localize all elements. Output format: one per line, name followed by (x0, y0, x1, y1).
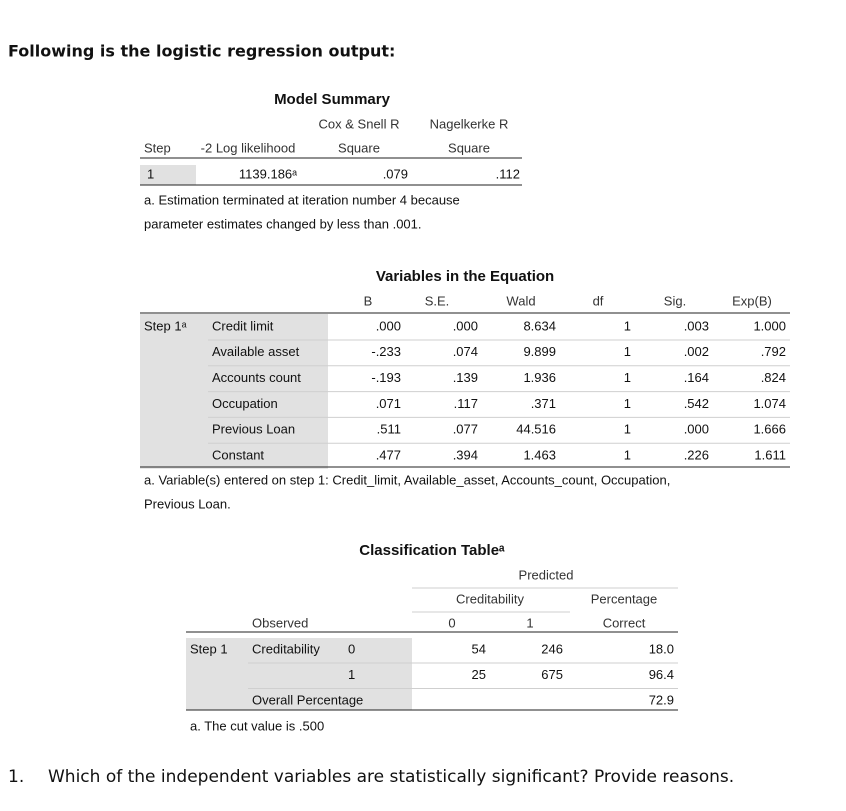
cell: .002 (684, 344, 709, 359)
column-header: 0 (448, 615, 455, 630)
row-label: Accounts count (212, 370, 301, 385)
footnote: parameter estimates changed by less than… (144, 216, 422, 231)
cell: .000 (376, 318, 401, 333)
cell: .079 (383, 166, 408, 181)
cell: 1.463 (523, 447, 556, 462)
footnote: Previous Loan. (144, 496, 231, 511)
cell: 72.9 (649, 692, 674, 707)
column-header: Percentage (591, 591, 658, 606)
cell: 9.899 (523, 344, 556, 359)
column-header: Cox & Snell R (319, 116, 400, 131)
cell: 54 (472, 641, 486, 656)
cell: .074 (453, 344, 478, 359)
row-header: Step 1 (190, 641, 228, 656)
cell: .071 (376, 396, 401, 411)
cell: .542 (684, 396, 709, 411)
row-label: Occupation (212, 396, 278, 411)
cell: .077 (453, 422, 478, 437)
cell: .117 (454, 396, 478, 411)
cell: .824 (761, 370, 786, 385)
cell: 25 (472, 667, 486, 682)
cell: 1 (624, 344, 631, 359)
cell: 1 (624, 422, 631, 437)
cell: 1 (624, 370, 631, 385)
table-title: Classification Tableᵃ (359, 542, 505, 559)
cell: .000 (453, 318, 478, 333)
cell: 1 (147, 166, 154, 181)
cell: .000 (684, 422, 709, 437)
footnote: a. Estimation terminated at iteration nu… (144, 192, 460, 207)
cell: 1.000 (753, 318, 786, 333)
column-header: Observed (252, 615, 308, 630)
table-title: Variables in the Equation (376, 268, 554, 285)
row-label: 1 (348, 667, 355, 682)
question-number: 1. (8, 767, 24, 787)
row-label: Previous Loan (212, 422, 295, 437)
column-header: Square (338, 140, 380, 155)
column-header: Exp(B) (732, 293, 772, 308)
column-header: 1 (526, 615, 533, 630)
cell: .477 (376, 447, 401, 462)
cell: 1.666 (753, 422, 786, 437)
cell: 96.4 (649, 667, 674, 682)
column-header: Correct (603, 615, 646, 630)
cell: 246 (541, 641, 563, 656)
table-title: Model Summary (274, 91, 391, 108)
column-header: Sig. (664, 293, 686, 308)
cell: 1 (624, 447, 631, 462)
cell: .371 (531, 396, 556, 411)
column-header: df (593, 293, 604, 308)
footnote: a. Variable(s) entered on step 1: Credit… (144, 472, 670, 487)
cell: .003 (684, 318, 709, 333)
cell: 1 (624, 396, 631, 411)
cell: .394 (453, 447, 478, 462)
cell: 1.074 (753, 396, 786, 411)
column-header: Square (448, 140, 490, 155)
cell: .164 (684, 370, 709, 385)
cell: .226 (684, 447, 709, 462)
cell: .139 (453, 370, 478, 385)
cell: -.193 (371, 370, 401, 385)
cell: 18.0 (649, 641, 674, 656)
question-text: Which of the independent variables are s… (48, 767, 734, 787)
cell: 1.936 (523, 370, 556, 385)
row-label: 0 (348, 641, 355, 656)
column-header: B (364, 293, 373, 308)
heading: Following is the logistic regression out… (8, 42, 395, 61)
cell: 675 (541, 667, 563, 682)
column-header: Nagelkerke R (430, 116, 509, 131)
row-header: Step 1ᵃ (144, 318, 187, 333)
cell: 1 (624, 318, 631, 333)
column-header: Creditability (456, 591, 524, 606)
cell: -.233 (371, 344, 401, 359)
column-header: -2 Log likelihood (201, 140, 296, 155)
cell: 8.634 (523, 318, 556, 333)
row-label: Available asset (212, 344, 300, 359)
stub-shade (140, 165, 196, 185)
row-header: Creditability (252, 641, 320, 656)
column-header: Predicted (519, 567, 574, 582)
cell: 44.516 (516, 422, 556, 437)
cell: .792 (761, 344, 786, 359)
cell: 1.611 (754, 447, 786, 462)
stub-shade (186, 638, 412, 710)
column-header: Wald (506, 293, 535, 308)
cell: 1139.186ᵃ (239, 166, 297, 181)
column-header: Step (144, 140, 171, 155)
row-label: Constant (212, 447, 264, 462)
row-label: Overall Percentage (252, 692, 363, 707)
cell: .112 (496, 166, 520, 181)
row-label: Credit limit (212, 318, 274, 333)
cell: .511 (377, 422, 401, 437)
column-header: S.E. (425, 293, 450, 308)
footnote: a. The cut value is .500 (190, 718, 324, 733)
